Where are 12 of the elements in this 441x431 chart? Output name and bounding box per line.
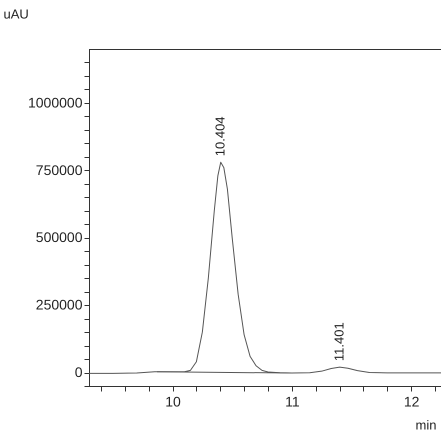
y-tick-label: 1000000 xyxy=(28,94,83,110)
annotation: 10.404 xyxy=(212,116,228,156)
annotation: 11.401 xyxy=(332,322,347,362)
x-tick-label: 10 xyxy=(165,394,182,410)
x-axis-title: min xyxy=(416,418,436,431)
x-tick-label: 12 xyxy=(404,394,420,410)
y-tick-label: 500000 xyxy=(36,229,83,246)
y-axis-title: uAU xyxy=(4,6,29,22)
y-tick-label: 0 xyxy=(74,364,83,380)
x-tick-label: 11 xyxy=(285,394,300,410)
y-tick-label: 250000 xyxy=(36,296,83,313)
y-tick-label: 750000 xyxy=(36,162,83,178)
